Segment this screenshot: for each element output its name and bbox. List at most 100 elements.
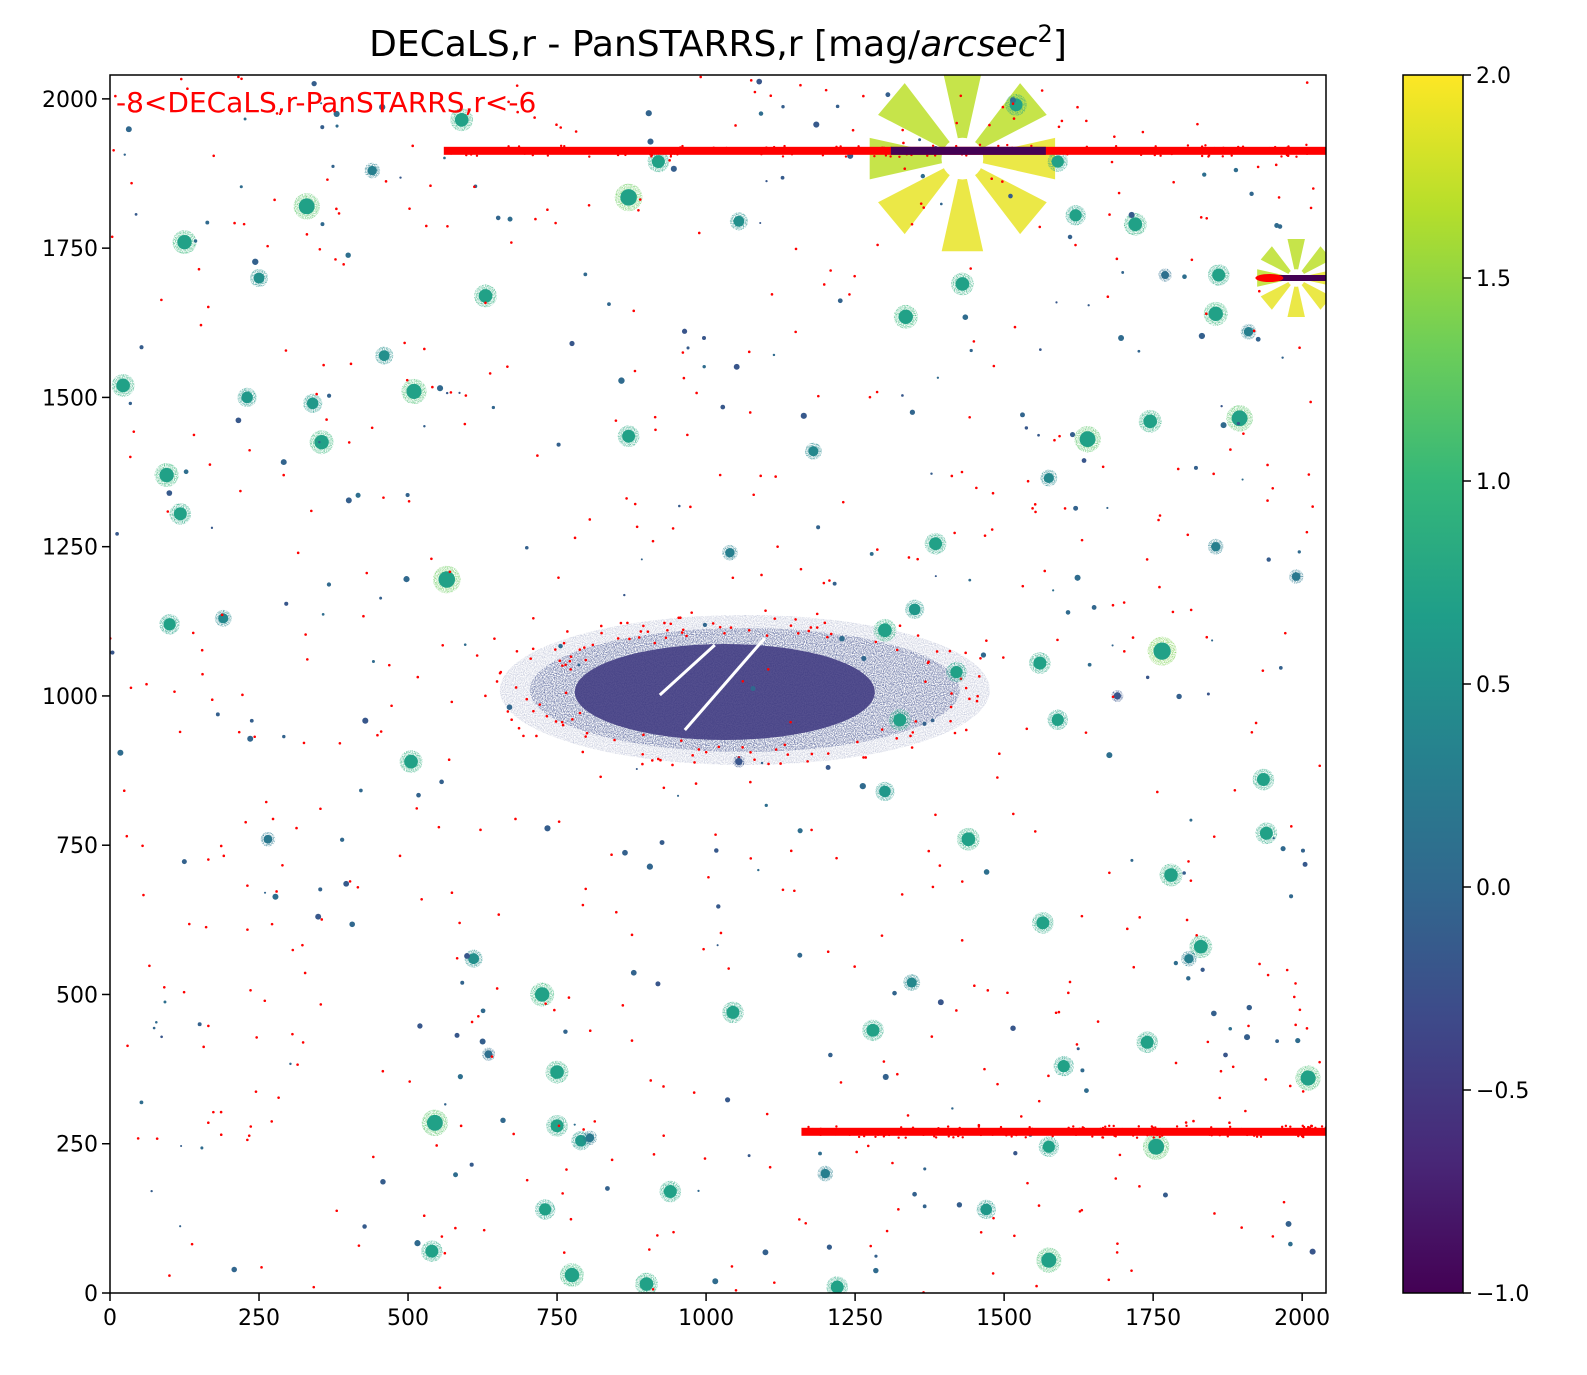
galaxy-edge-red-point	[964, 651, 967, 655]
red-point	[431, 385, 434, 389]
red-point	[839, 1081, 843, 1084]
red-point	[1108, 213, 1111, 216]
red-point	[748, 411, 752, 414]
red-point	[968, 415, 971, 419]
red-point	[809, 626, 813, 629]
red-point	[450, 700, 454, 704]
masked-line-jitter	[971, 1130, 975, 1133]
red-point	[1057, 125, 1061, 129]
source-core	[425, 1244, 439, 1258]
faint-source	[757, 868, 760, 872]
red-point	[752, 493, 755, 497]
faint-source	[885, 92, 891, 98]
source	[729, 212, 748, 231]
masked-line-jitter	[1066, 153, 1069, 156]
faint-source	[454, 1032, 460, 1038]
source-core	[733, 215, 745, 227]
red-point	[557, 820, 561, 823]
faint-source	[1249, 191, 1254, 197]
faint-source	[556, 442, 561, 447]
faint-source	[1274, 223, 1280, 228]
masked-line-jitter	[1120, 1127, 1124, 1131]
red-point	[199, 323, 203, 327]
source	[1038, 1136, 1060, 1157]
red-point	[372, 1155, 375, 1159]
red-point	[338, 741, 342, 745]
masked-line-jitter	[1132, 147, 1135, 150]
source	[530, 982, 555, 1007]
faint-source	[445, 391, 449, 395]
y-tick-label: 500	[56, 983, 98, 1008]
red-point	[1187, 860, 1190, 863]
faint-source	[702, 336, 707, 341]
faint-source	[1193, 465, 1198, 470]
source	[1074, 426, 1101, 453]
red-point	[621, 1004, 625, 1007]
red-point	[420, 897, 423, 901]
faint-source	[892, 990, 897, 996]
masked-line-jitter	[1005, 1134, 1008, 1137]
source-core	[1043, 472, 1054, 484]
red-point	[490, 1055, 494, 1058]
faint-source	[983, 869, 990, 875]
source	[432, 565, 461, 594]
red-point	[907, 556, 911, 559]
red-point	[318, 247, 322, 251]
faint-source	[1198, 332, 1205, 340]
red-point	[992, 1216, 995, 1220]
galaxy-edge-red-point	[561, 723, 565, 727]
red-point	[212, 1110, 215, 1114]
red-point	[561, 1192, 564, 1195]
red-point	[130, 181, 133, 185]
red-point	[876, 548, 879, 551]
red-point	[986, 989, 990, 992]
galaxy-edge-red-point	[639, 630, 643, 633]
red-point	[271, 817, 275, 821]
red-point	[482, 1228, 486, 1232]
faint-source	[115, 531, 119, 536]
source	[250, 269, 269, 287]
faint-source	[1186, 976, 1191, 981]
faint-source	[205, 220, 210, 225]
source-core	[866, 1023, 880, 1037]
masked-line-jitter	[1222, 146, 1225, 150]
red-point	[178, 730, 182, 734]
faint-source	[355, 492, 361, 498]
faint-source	[1278, 666, 1283, 670]
red-point	[220, 613, 224, 617]
red-point	[1301, 1090, 1305, 1093]
masked-line-jitter	[676, 153, 679, 156]
source	[905, 599, 925, 619]
masked-line-jitter	[897, 1131, 900, 1134]
faint-source	[1211, 1010, 1217, 1017]
galaxy-edge-red-point	[626, 621, 629, 625]
masked-line-jitter	[1150, 1125, 1154, 1128]
red-point	[207, 1024, 210, 1028]
red-point	[497, 913, 501, 916]
faint-source	[676, 794, 680, 797]
masked-line-jitter	[1099, 1127, 1102, 1130]
red-point	[614, 419, 618, 422]
masked-line-jitter	[839, 145, 842, 148]
masked-line-jitter	[1081, 1131, 1085, 1135]
faint-source	[326, 393, 332, 398]
faint-source	[764, 803, 768, 808]
galaxy-edge-red-point	[569, 655, 573, 658]
source	[1065, 205, 1086, 226]
faint-source	[839, 635, 845, 642]
faint-source	[506, 704, 513, 711]
galaxy-edge-red-point	[968, 697, 971, 701]
red-point	[841, 500, 845, 504]
red-point	[191, 631, 195, 635]
red-point	[126, 1044, 129, 1048]
masked-line-jitter	[1158, 1135, 1162, 1139]
source	[260, 832, 276, 847]
galaxy-edge-red-point	[693, 761, 696, 764]
faint-source	[1228, 1026, 1233, 1031]
source	[214, 609, 232, 627]
masked-line-jitter	[1135, 1136, 1139, 1139]
galaxy-edge-red-point	[599, 624, 603, 628]
red-point	[376, 733, 379, 737]
masked-line-jitter	[1279, 151, 1282, 154]
red-point	[219, 1133, 223, 1137]
